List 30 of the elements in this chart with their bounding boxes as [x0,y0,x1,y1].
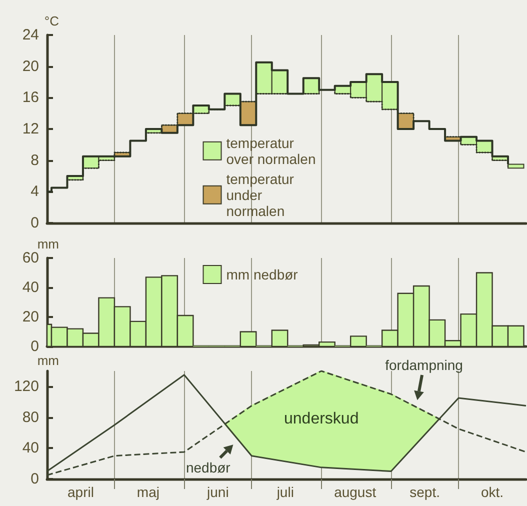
y-tick-label: 20 [22,308,39,326]
x-tick-label: august [334,484,376,500]
y-tick-label: 0 [30,214,39,232]
x-tick-label: maj [136,484,160,500]
y-tick-label: 4 [30,183,39,200]
y-tick-label: 16 [22,89,39,106]
y-tick-label: 40 [22,440,39,457]
x-tick-label: sept. [410,484,440,500]
y-tick-label: 0 [30,338,39,355]
x-tick-label: okt. [480,484,504,500]
y-tick-label: 80 [22,408,39,426]
y-tick-label: 120 [14,378,39,395]
y-tick-label: 60 [22,250,39,266]
legend-label: mm nedbør [226,266,298,282]
y-tick-label: 20 [22,58,39,75]
x-tick-label: juni [206,484,229,500]
y-tick-label: 12 [22,120,39,138]
y-tick-label: 24 [22,26,39,44]
y-tick-label: 8 [30,152,39,169]
y-tick-label: 40 [22,279,39,296]
y-axis-title: °C [44,14,59,29]
legend-label: temperatur under normalen [226,170,298,219]
y-axis-title: mm [37,236,59,252]
x-tick-label: april [68,484,94,500]
annotation: underskud [284,410,359,428]
y-axis-title: mm [37,353,59,368]
legend-label: nedbør [186,460,231,476]
x-tick-label: juli [276,484,294,500]
y-tick-label: 0 [30,470,39,488]
series-label: fordampning [385,356,463,373]
